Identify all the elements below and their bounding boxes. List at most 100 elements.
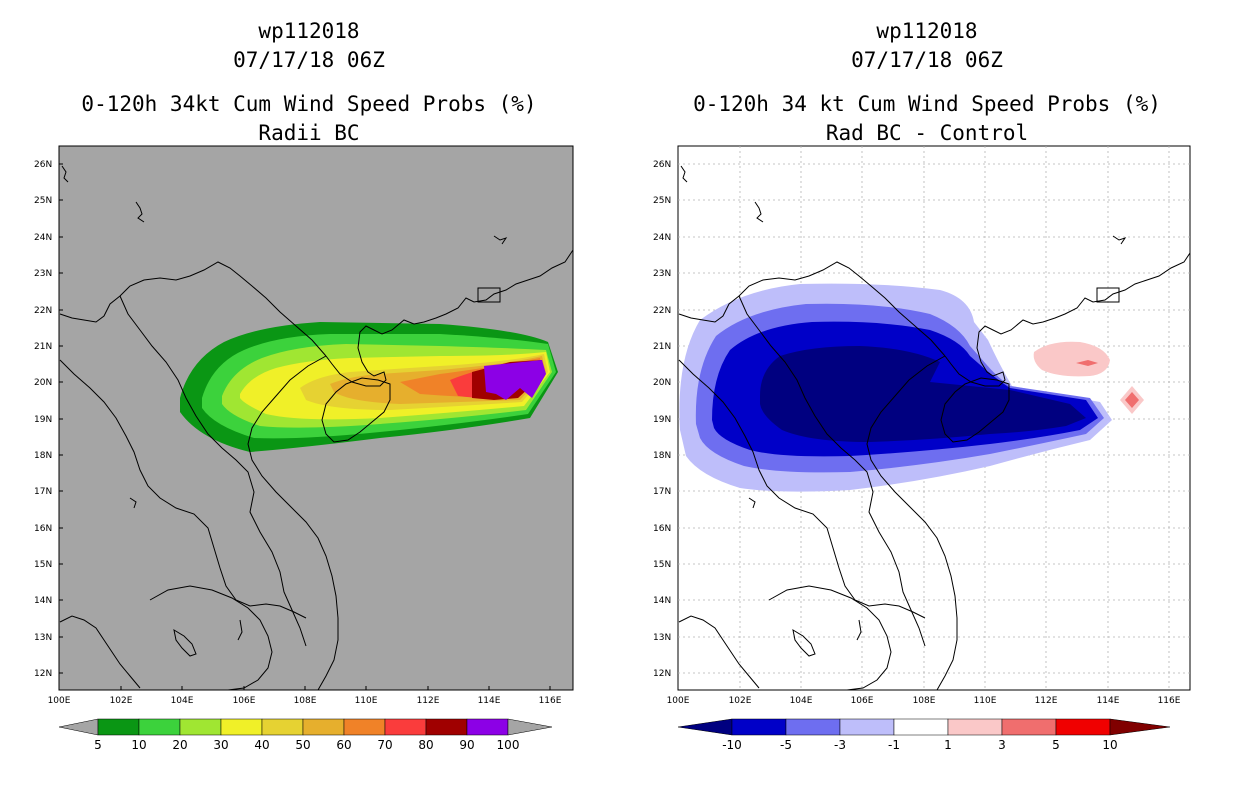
lat-tick-25: 25N bbox=[34, 196, 63, 206]
colorbar-high-arrow bbox=[1109, 718, 1171, 736]
colorbar-label: 30 bbox=[213, 738, 228, 752]
lon-label: 106E bbox=[851, 696, 874, 706]
lon-label: 114E bbox=[1097, 696, 1120, 706]
colorbar-label: 5 bbox=[94, 738, 102, 752]
colorbar-swatch-60-70 bbox=[343, 718, 386, 736]
lon-tick-102: 102E bbox=[110, 686, 133, 706]
colorbar-label: 60 bbox=[336, 738, 351, 752]
lat-tick-18: 18N bbox=[34, 451, 63, 461]
lat-tick-26: 26N bbox=[34, 160, 63, 170]
colorbar-swatch-neg3-neg1 bbox=[839, 718, 895, 736]
lon-tick-108: 108E bbox=[294, 686, 317, 706]
right-map: 26N 25N 24N 23N 22N 21N 20N 19N 18N 17N … bbox=[653, 145, 1191, 706]
right-title-line1: wp112018 bbox=[876, 19, 977, 43]
right-lat-ticks: 26N 25N 24N 23N 22N 21N 20N 19N 18N 17N … bbox=[653, 160, 671, 679]
colorbar-swatch-neg1-pos1 bbox=[893, 718, 949, 736]
contour-plus-3-b bbox=[1125, 392, 1139, 408]
lat-label: 24N bbox=[653, 233, 671, 243]
left-probability-contours bbox=[59, 165, 573, 690]
lon-tick-112: 112E bbox=[417, 686, 440, 706]
lat-label: 24N bbox=[34, 233, 52, 243]
lat-label: 13N bbox=[34, 633, 52, 643]
lat-label: 26N bbox=[34, 160, 52, 170]
lat-tick-14: 14N bbox=[34, 596, 63, 606]
colorbar-swatch-90-100 bbox=[466, 718, 509, 736]
colorbar-label: 80 bbox=[418, 738, 433, 752]
lon-label: 104E bbox=[790, 696, 813, 706]
contour-plus-1-a bbox=[1033, 341, 1110, 377]
colorbar-label: 10 bbox=[131, 738, 146, 752]
lon-label: 108E bbox=[913, 696, 936, 706]
left-title-line3: 0-120h 34kt Cum Wind Speed Probs (%) bbox=[81, 92, 536, 116]
lat-label: 20N bbox=[34, 378, 52, 388]
colorbar-label: -1 bbox=[888, 738, 900, 752]
lon-label: 112E bbox=[417, 696, 440, 706]
colorbar-swatch-30-40 bbox=[220, 718, 263, 736]
left-colorbar: 5 10 20 30 40 50 60 70 80 90 100 bbox=[58, 718, 553, 752]
lat-tick-21: 21N bbox=[34, 342, 63, 352]
colorbar-label: 40 bbox=[254, 738, 269, 752]
left-title-line1: wp112018 bbox=[258, 19, 359, 43]
lon-label: 106E bbox=[233, 696, 256, 706]
colorbar-high-arrow bbox=[507, 718, 553, 736]
lat-tick-23: 23N bbox=[34, 269, 63, 279]
colorbar-label: 20 bbox=[172, 738, 187, 752]
lat-label: 26N bbox=[653, 160, 671, 170]
contour-plus-3-a bbox=[1076, 360, 1098, 366]
lat-tick-16: 16N bbox=[34, 524, 63, 534]
colorbar-swatch-50-60 bbox=[302, 718, 345, 736]
colorbar-label: 70 bbox=[377, 738, 392, 752]
lat-label: 16N bbox=[34, 524, 52, 534]
left-title-line2: 07/17/18 06Z bbox=[233, 48, 385, 72]
lon-label: 100E bbox=[48, 696, 71, 706]
lon-label: 100E bbox=[667, 696, 690, 706]
lat-label: 15N bbox=[34, 560, 52, 570]
lat-label: 16N bbox=[653, 524, 671, 534]
lon-label: 116E bbox=[539, 696, 562, 706]
lat-label: 19N bbox=[653, 415, 671, 425]
lon-label: 102E bbox=[729, 696, 752, 706]
left-lat-ticks: 26N 25N 24N 23N 22N 21N 20N 19N 18N 17N … bbox=[34, 160, 63, 679]
colorbar-swatch-80-90 bbox=[425, 718, 468, 736]
lon-tick-116: 116E bbox=[539, 686, 562, 706]
right-difference-contours bbox=[679, 283, 1144, 492]
lat-tick-15: 15N bbox=[34, 560, 63, 570]
colorbar-label: 3 bbox=[998, 738, 1006, 752]
colorbar-swatch-neg10-neg5 bbox=[731, 718, 787, 736]
lat-tick-13: 13N bbox=[34, 633, 63, 643]
lon-tick-106: 106E bbox=[233, 686, 256, 706]
right-title-line2: 07/17/18 06Z bbox=[851, 48, 1003, 72]
lon-label: 110E bbox=[974, 696, 997, 706]
lon-label: 114E bbox=[478, 696, 501, 706]
lon-tick-100: 100E bbox=[48, 686, 71, 706]
lon-label: 116E bbox=[1158, 696, 1181, 706]
right-title-line4: Rad BC - Control bbox=[826, 121, 1028, 145]
contour-minus-10 bbox=[760, 346, 1086, 442]
colorbar-label: 1 bbox=[944, 738, 952, 752]
colorbar-label: -10 bbox=[722, 738, 742, 752]
lat-label: 21N bbox=[653, 342, 671, 352]
lat-label: 17N bbox=[34, 487, 52, 497]
lon-label: 104E bbox=[171, 696, 194, 706]
lat-tick-22: 22N bbox=[34, 306, 63, 316]
colorbar-swatch-pos5-pos10 bbox=[1055, 718, 1111, 736]
lat-label: 14N bbox=[653, 596, 671, 606]
lat-tick-17: 17N bbox=[34, 487, 63, 497]
colorbar-label: 90 bbox=[459, 738, 474, 752]
left-lon-ticks: 100E 102E 104E 106E 108E 110E 112E 114E … bbox=[48, 686, 562, 706]
lat-label: 17N bbox=[653, 487, 671, 497]
lat-tick-24: 24N bbox=[34, 233, 63, 243]
lat-label: 20N bbox=[653, 378, 671, 388]
colorbar-label: 50 bbox=[295, 738, 310, 752]
lat-label: 13N bbox=[653, 633, 671, 643]
lat-label: 14N bbox=[34, 596, 52, 606]
lat-label: 12N bbox=[653, 669, 671, 679]
lon-label: 102E bbox=[110, 696, 133, 706]
lat-label: 23N bbox=[653, 269, 671, 279]
lat-label: 18N bbox=[34, 451, 52, 461]
colorbar-low-arrow bbox=[58, 718, 99, 736]
colorbar-swatch-neg5-neg3 bbox=[785, 718, 841, 736]
colorbar-swatch-pos1-pos3 bbox=[947, 718, 1003, 736]
lat-label: 23N bbox=[34, 269, 52, 279]
